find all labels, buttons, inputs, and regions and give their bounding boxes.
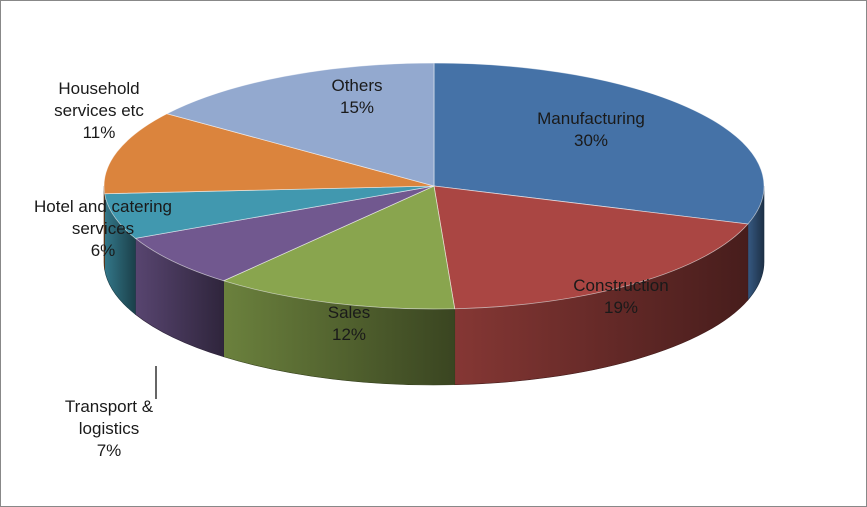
slice-others — [165, 62, 435, 187]
data-label-percent: 15% — [340, 98, 374, 117]
slice-transport-and-logistics — [134, 185, 435, 282]
data-label-category: services — [72, 219, 134, 238]
data-label-hotel-and-catering-services: Hotel and catering services 6% — [34, 197, 172, 260]
data-label-household-services-etc: Household services etc 11% — [54, 79, 144, 142]
slice-hotel-and-catering-services — [104, 185, 435, 239]
data-label-category: Transport & — [65, 397, 154, 416]
data-label-percent: 7% — [97, 441, 122, 460]
pie-top-faces — [103, 62, 765, 310]
data-label-category: logistics — [79, 419, 139, 438]
data-label-transport-and-logistics: Transport & logistics 7% — [65, 397, 154, 460]
slice-household-services-etc — [103, 113, 435, 195]
data-label-sales: Sales 12% — [328, 303, 371, 344]
data-label-others: Others 15% — [331, 76, 382, 117]
pie-side-walls — [103, 185, 765, 386]
data-label-category: services etc — [54, 101, 144, 120]
data-label-category: Others — [331, 76, 382, 95]
slice-construction — [433, 185, 749, 310]
data-label-percent: 11% — [83, 123, 116, 142]
data-label-category: Household — [58, 79, 139, 98]
data-label-percent: 19% — [604, 298, 638, 317]
slice-manufacturing — [433, 62, 765, 225]
data-label-percent: 6% — [91, 241, 116, 260]
data-label-manufacturing: Manufacturing 30% — [537, 109, 645, 150]
data-label-percent: 30% — [574, 131, 608, 150]
data-label-category: Sales — [328, 303, 371, 322]
data-labels: Manufacturing 30% Construction 19% Sales 12% T… — [34, 76, 669, 460]
data-label-category: Manufacturing — [537, 109, 645, 128]
data-label-category: Hotel and catering — [34, 197, 172, 216]
data-label-percent: 12% — [332, 325, 366, 344]
data-label-category: Construction — [573, 276, 668, 295]
data-label-construction: Construction 19% — [573, 276, 668, 317]
slice-sales — [222, 185, 456, 310]
